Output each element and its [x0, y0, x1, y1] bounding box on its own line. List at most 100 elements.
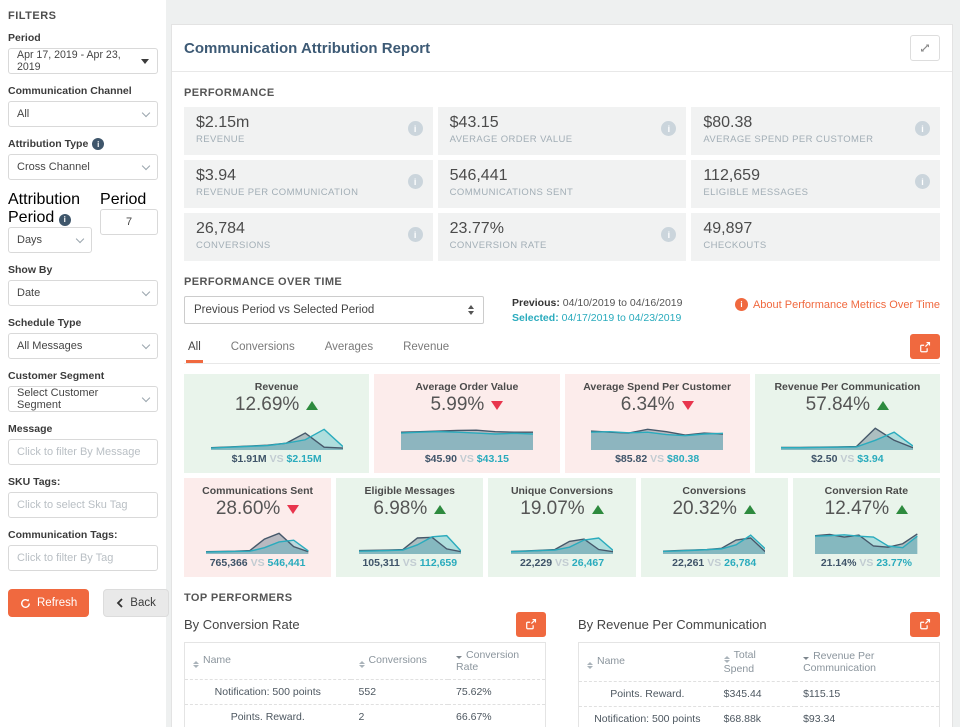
- value-cell: $345.44: [715, 681, 796, 707]
- trend-comparison: $45.90 VS $43.15: [382, 453, 551, 465]
- sku-tags-input[interactable]: [8, 492, 158, 518]
- communication-channel-select[interactable]: All: [8, 101, 158, 127]
- tab-conversions[interactable]: Conversions: [230, 341, 295, 353]
- export-button[interactable]: [910, 334, 940, 359]
- trend-up-icon: [896, 504, 909, 514]
- trend-card-eligible-messages: Eligible Messages 6.98% 105,311 VS 112,6…: [336, 478, 484, 577]
- trend-card-communications-sent: Communications Sent 28.60% 765,366 VS 54…: [184, 478, 332, 577]
- info-icon[interactable]: i: [661, 121, 677, 136]
- trend-card-title: Conversions: [682, 485, 746, 497]
- info-icon[interactable]: i: [915, 174, 930, 189]
- trend-comparison: $1.91M VS $2.15M: [192, 453, 361, 465]
- trend-comparison: $85.82 VS $80.38: [573, 453, 742, 465]
- attribution-period-value: Days: [17, 234, 43, 246]
- column-header-name[interactable]: Name: [185, 643, 351, 680]
- selected-value: $43.15: [476, 453, 509, 465]
- sparkline-chart: [510, 522, 614, 554]
- trend-comparison: 21.14% VS 23.77%: [801, 557, 932, 569]
- trend-change-value: 5.99%: [430, 394, 485, 415]
- performance-metrics-grid: $2.15m REVENUE i $43.15 AVERAGE ORDER VA…: [184, 107, 940, 261]
- chevron-down-icon: [141, 161, 151, 170]
- trend-down-icon: [491, 400, 504, 410]
- top-performers-section-title: TOP PERFORMERS: [184, 592, 293, 604]
- previous-value: $2.50: [811, 453, 838, 465]
- info-icon[interactable]: i: [92, 138, 105, 150]
- info-icon[interactable]: i: [661, 227, 677, 242]
- period-number-input[interactable]: [100, 209, 158, 235]
- comparison-date-ranges: Previous: 04/10/2019 to 04/16/2019 Selec…: [512, 296, 682, 326]
- trend-up-icon: [877, 400, 890, 410]
- trend-change-value: 57.84%: [805, 394, 871, 415]
- customer-segment-select[interactable]: Select Customer Segment: [8, 386, 158, 412]
- column-header-revenue-per-communication[interactable]: Revenue Per Communication: [803, 650, 877, 674]
- vs-label: VS: [707, 557, 722, 569]
- column-header-conversions[interactable]: Conversions: [351, 643, 448, 680]
- refresh-button[interactable]: Refresh: [8, 589, 90, 617]
- chevron-left-icon: [117, 598, 123, 608]
- show-by-value: Date: [17, 287, 41, 299]
- info-icon[interactable]: i: [407, 227, 423, 242]
- trend-down-icon: [681, 400, 694, 410]
- tab-revenue[interactable]: Revenue: [403, 341, 450, 353]
- show-by-label: Show By: [8, 264, 53, 276]
- selected-value: $2.15M: [286, 453, 322, 465]
- communication-tags-label: Communication Tags:: [8, 529, 118, 541]
- sort-desc-icon: [803, 657, 810, 660]
- communication-tags-input[interactable]: [8, 545, 158, 571]
- previous-value: 105,311: [362, 557, 400, 569]
- period-select[interactable]: Apr 17, 2019 - Apr 23, 2019: [8, 48, 158, 74]
- sparkline-chart: [815, 522, 918, 554]
- message-label: Message: [8, 423, 53, 435]
- trend-down-icon: [287, 504, 300, 514]
- attribution-period-select[interactable]: Days: [8, 227, 93, 253]
- external-link-icon: [920, 341, 931, 352]
- performance-section-title: PERFORMANCE: [184, 87, 275, 99]
- previous-dates: 04/10/2019 to 04/16/2019: [562, 297, 683, 309]
- value-cell: 75.62%: [448, 679, 546, 705]
- message-filter-input[interactable]: [8, 439, 158, 465]
- about-performance-link[interactable]: i About Performance Metrics Over Time: [734, 296, 940, 311]
- column-header-total-spend[interactable]: Total Spend: [723, 649, 756, 675]
- info-icon[interactable]: i: [407, 174, 423, 189]
- page-title: Communication Attribution Report: [184, 39, 431, 57]
- column-header-conversion-rate[interactable]: Conversion Rate: [456, 649, 520, 673]
- trend-card-title: Unique Conversions: [510, 485, 614, 497]
- expand-button[interactable]: [910, 35, 940, 61]
- sort-icon: [358, 661, 365, 668]
- back-button[interactable]: Back: [103, 589, 169, 617]
- table-title: By Revenue Per Communication: [578, 616, 767, 632]
- trend-card-conversions: Conversions 20.32% 22,261 VS 26,784: [640, 478, 788, 577]
- panel-header: Communication Attribution Report: [172, 25, 952, 72]
- comparison-period-select[interactable]: Previous Period vs Selected Period: [184, 296, 484, 324]
- trend-comparison: 105,311 VS 112,659: [344, 557, 475, 569]
- vs-label: VS: [840, 453, 855, 465]
- tab-averages[interactable]: Averages: [324, 341, 374, 353]
- metric-value: $3.94: [196, 167, 237, 184]
- trend-card-average-spend-per-customer: Average Spend Per Customer 6.34% $85.82 …: [564, 374, 750, 473]
- table-panel-conversion-rate: By Conversion Rate Name Conversions Conv…: [184, 608, 546, 727]
- attribution-type-select[interactable]: Cross Channel: [8, 154, 158, 180]
- trend-cards-row-2: Communications Sent 28.60% 765,366 VS 54…: [184, 478, 940, 577]
- info-icon[interactable]: i: [58, 213, 71, 226]
- vs-label: VS: [459, 453, 474, 465]
- trend-comparison: 765,366 VS 546,441: [192, 557, 323, 569]
- metric-label: REVENUE: [196, 134, 245, 145]
- schedule-type-select[interactable]: All Messages: [8, 333, 158, 359]
- customer-segment-value: Select Customer Segment: [17, 387, 99, 411]
- over-time-section-title: PERFORMANCE OVER TIME: [184, 276, 343, 288]
- trend-change-value: 28.60%: [215, 498, 281, 519]
- export-button[interactable]: [910, 611, 940, 637]
- info-icon[interactable]: i: [407, 121, 423, 136]
- column-header-name[interactable]: Name: [579, 643, 716, 682]
- tab-all[interactable]: All: [186, 335, 203, 363]
- show-by-select[interactable]: Date: [8, 280, 158, 306]
- info-icon[interactable]: i: [915, 121, 930, 136]
- table-title: By Conversion Rate: [184, 616, 300, 632]
- trend-change-value: 20.32%: [672, 498, 737, 519]
- metric-label: COMMUNICATIONS SENT: [449, 187, 574, 198]
- value-cell: 66.67%: [448, 704, 546, 727]
- export-button[interactable]: [516, 611, 546, 637]
- trend-card-unique-conversions: Unique Conversions 19.07% 22,229 VS 26,4…: [488, 478, 636, 577]
- metric-label: CHECKOUTS: [703, 240, 767, 251]
- metric-card-checkouts: 49,897 CHECKOUTS: [691, 213, 940, 261]
